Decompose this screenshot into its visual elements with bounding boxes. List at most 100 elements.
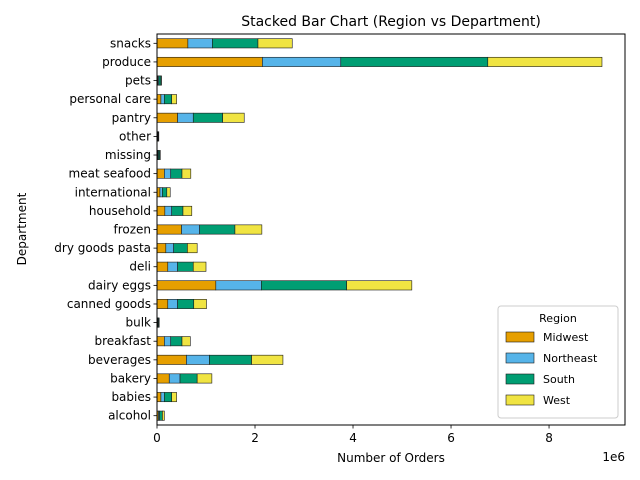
y-axis: alcohol babies bakery beverages breakfast bul…	[54, 36, 157, 423]
y-tick-label: bakery	[110, 371, 151, 385]
bar-midwest-bakery	[156, 373, 170, 384]
bar-south-babies	[164, 392, 173, 403]
x-tick-label: 2	[251, 431, 259, 445]
bar-northeast-dairy-eggs	[215, 280, 262, 291]
bar-west-snacks	[257, 38, 293, 49]
x-tick-label: 8	[545, 431, 553, 445]
y-tick-label: alcohol	[108, 409, 151, 423]
y-tick-label: dry goods pasta	[54, 241, 151, 255]
bar-south-international	[162, 187, 168, 198]
y-tick-label: dairy eggs	[88, 278, 151, 292]
bar-west-pets	[160, 75, 162, 86]
bar-south-breakfast	[170, 336, 183, 347]
bar-west-pantry	[222, 112, 245, 123]
bar-midwest-household	[156, 205, 166, 216]
y-tick-label: snacks	[110, 36, 151, 50]
bar-west-frozen	[234, 224, 263, 235]
y-tick-label: pets	[125, 74, 151, 88]
y-tick-label: missing	[105, 148, 151, 162]
bar-midwest-snacks	[156, 38, 189, 49]
y-tick-label: bulk	[125, 316, 151, 330]
legend-swatch-west	[505, 394, 535, 406]
x-axis-exponent: 1e6	[602, 450, 625, 464]
bar-south-bakery	[179, 373, 198, 384]
bar-northeast-international	[159, 187, 163, 198]
bar-south-pantry	[192, 112, 223, 123]
bar-west-bulk	[158, 317, 160, 328]
bar-west-produce	[487, 56, 603, 67]
y-tick-label: frozen	[113, 223, 151, 237]
bar-midwest-dry-goods-pasta	[156, 243, 167, 254]
y-tick-label: pantry	[112, 111, 151, 125]
bar-west-household	[182, 205, 193, 216]
bar-south-dry-goods-pasta	[173, 243, 188, 254]
bar-south-alcohol	[159, 410, 163, 421]
y-tick-label: beverages	[88, 353, 151, 367]
bar-south-personal-care	[164, 94, 173, 105]
bar-northeast-dry-goods-pasta	[165, 243, 174, 254]
legend-items: Midwest Northeast South West	[505, 331, 598, 407]
bar-west-bakery	[196, 373, 213, 384]
bar-west-dairy-eggs	[346, 280, 413, 291]
bar-northeast-babies	[160, 392, 165, 403]
bar-midwest-beverages	[156, 354, 187, 365]
legend-swatch-midwest	[505, 331, 535, 343]
y-tick-label: other	[119, 129, 151, 143]
bar-south-snacks	[212, 38, 259, 49]
bar-northeast-pantry	[177, 112, 194, 123]
bar-south-dairy-eggs	[261, 280, 347, 291]
bar-northeast-bakery	[168, 373, 181, 384]
bar-midwest-produce	[156, 56, 263, 67]
bar-west-deli	[192, 261, 207, 272]
bar-west-breakfast	[181, 336, 191, 347]
bar-midwest-babies	[156, 392, 162, 403]
bar-south-frozen	[199, 224, 236, 235]
bar-northeast-beverages	[186, 354, 210, 365]
bar-west-meat-seafood	[181, 168, 192, 179]
bar-south-deli	[177, 261, 194, 272]
bar-midwest-canned-goods	[156, 299, 169, 309]
bar-south-meat-seafood	[170, 168, 183, 179]
y-tick-label: babies	[111, 390, 151, 404]
bar-midwest-breakfast	[156, 336, 165, 347]
bar-west-other	[157, 131, 160, 142]
bar-south-household	[171, 205, 184, 216]
bar-northeast-frozen	[181, 224, 200, 235]
bar-west-babies	[171, 392, 177, 403]
y-axis-label: Department	[15, 192, 29, 265]
bar-west-dry-goods-pasta	[187, 243, 198, 254]
bar-northeast-personal-care	[160, 94, 165, 105]
chart-title: Stacked Bar Chart (Region vs Department)	[241, 14, 541, 30]
bar-west-international	[166, 187, 171, 198]
y-tick-label: canned goods	[67, 297, 151, 311]
x-axis: 0 2 4 6 8	[153, 425, 553, 445]
bar-midwest-deli	[156, 261, 169, 272]
bar-west-canned-goods	[193, 299, 207, 309]
bar-northeast-produce	[262, 56, 342, 67]
bar-northeast-deli	[167, 261, 178, 272]
x-tick-label: 6	[447, 431, 455, 445]
bar-northeast-household	[164, 205, 172, 216]
legend-label-south: South	[543, 373, 575, 386]
y-tick-label: household	[89, 204, 151, 218]
x-tick-label: 0	[153, 431, 161, 445]
bar-northeast-snacks	[187, 38, 213, 49]
y-tick-label: international	[75, 185, 151, 199]
bar-midwest-pantry	[156, 112, 178, 123]
bar-midwest-personal-care	[156, 94, 162, 105]
legend-title: Region	[539, 312, 577, 325]
bar-west-alcohol	[162, 410, 165, 421]
legend-swatch-south	[505, 373, 535, 385]
bars-layer	[156, 38, 603, 421]
bar-west-beverages	[251, 354, 284, 365]
legend-label-northeast: Northeast	[543, 352, 598, 365]
y-tick-label: personal care	[69, 92, 151, 106]
bar-midwest-dairy-eggs	[156, 280, 217, 291]
bar-west-missing	[159, 150, 161, 160]
legend-label-midwest: Midwest	[543, 331, 589, 344]
bar-south-canned-goods	[177, 299, 195, 309]
bar-south-beverages	[209, 354, 252, 365]
bar-west-personal-care	[171, 94, 177, 105]
legend-label-west: West	[543, 394, 571, 407]
